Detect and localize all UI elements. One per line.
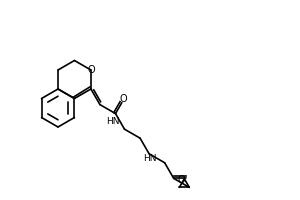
Text: HN: HN <box>106 117 120 126</box>
Text: O: O <box>87 65 95 75</box>
Text: HN: HN <box>143 154 157 163</box>
Text: O: O <box>178 175 185 185</box>
Text: O: O <box>120 94 127 104</box>
